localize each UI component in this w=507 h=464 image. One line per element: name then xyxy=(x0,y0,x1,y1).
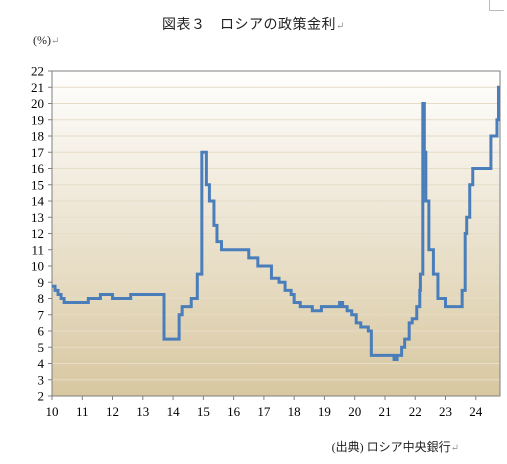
y-tick-label-9: 9 xyxy=(38,275,45,290)
y-tick-label-22: 22 xyxy=(31,64,44,79)
x-tick-label-13: 13 xyxy=(136,404,149,419)
x-tick-label-17: 17 xyxy=(257,404,271,419)
figure-title: 図表３ ロシアの政策金利↵ xyxy=(0,14,507,34)
return-mark: ↵ xyxy=(450,443,459,454)
y-tick-label-20: 20 xyxy=(31,96,44,111)
source-text: (出典) ロシア中央銀行 xyxy=(331,440,451,454)
y-tick-label-7: 7 xyxy=(38,307,45,322)
x-tick-label-22: 22 xyxy=(409,404,422,419)
x-tick-label-12: 12 xyxy=(106,404,119,419)
y-tick-label-5: 5 xyxy=(38,340,45,355)
y-tick-label-16: 16 xyxy=(31,161,45,176)
y-tick-label-12: 12 xyxy=(31,226,44,241)
y-tick-label-11: 11 xyxy=(31,242,44,257)
x-tick-label-19: 19 xyxy=(318,404,331,419)
x-tick-label-18: 18 xyxy=(288,404,301,419)
x-tick-label-20: 20 xyxy=(348,404,361,419)
y-tick-label-15: 15 xyxy=(31,177,44,192)
plot-frame xyxy=(51,70,501,397)
x-tick-label-11: 11 xyxy=(76,404,89,419)
return-mark: ↵ xyxy=(51,36,60,47)
x-tick-label-15: 15 xyxy=(197,404,210,419)
y-tick-label-19: 19 xyxy=(31,112,44,127)
y-tick-label-2: 2 xyxy=(38,389,45,404)
return-mark: ↵ xyxy=(336,21,345,32)
x-tick-label-10: 10 xyxy=(46,404,59,419)
y-axis-unit-label: (%)↵ xyxy=(33,33,59,48)
y-tick-label-18: 18 xyxy=(31,129,44,144)
x-axis-ticks: 10 11 12 13 14 15 16 17 18 19 20 21 22 23 24 xyxy=(46,396,483,419)
y-tick-label-14: 14 xyxy=(31,194,45,209)
x-tick-label-23: 23 xyxy=(439,404,452,419)
y-tick-label-3: 3 xyxy=(38,372,45,387)
y-tick-label-21: 21 xyxy=(31,80,44,95)
x-tick-label-16: 16 xyxy=(227,404,241,419)
x-tick-label-14: 14 xyxy=(167,404,181,419)
figure-title-text: 図表３ ロシアの政策金利 xyxy=(162,18,337,33)
y-tick-label-13: 13 xyxy=(31,210,44,225)
y-tick-label-6: 6 xyxy=(38,324,45,339)
x-tick-label-24: 24 xyxy=(469,404,483,419)
y-unit-text: (%) xyxy=(33,33,51,47)
y-tick-label-10: 10 xyxy=(31,259,44,274)
y-tick-label-8: 8 xyxy=(38,291,45,306)
y-tick-label-4: 4 xyxy=(38,356,45,371)
page-corner-mark xyxy=(489,0,504,11)
source-note: (出典) ロシア中央銀行↵ xyxy=(332,438,459,455)
y-tick-label-17: 17 xyxy=(31,145,45,160)
policy-rate-line xyxy=(52,85,500,361)
x-tick-label-21: 21 xyxy=(378,404,391,419)
